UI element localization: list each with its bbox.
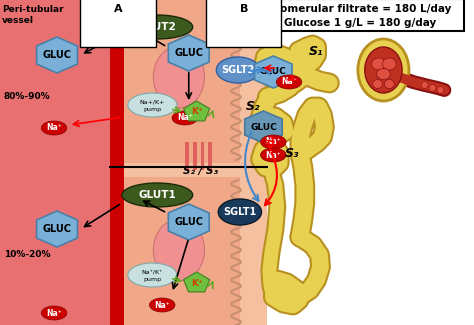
Text: GLUC: GLUC (43, 224, 72, 234)
Polygon shape (255, 56, 292, 88)
FancyBboxPatch shape (267, 0, 466, 325)
Text: Peri-tubular: Peri-tubular (2, 5, 64, 14)
Ellipse shape (276, 75, 302, 89)
Ellipse shape (154, 219, 204, 281)
Ellipse shape (384, 80, 394, 88)
Polygon shape (245, 111, 282, 143)
Ellipse shape (365, 47, 402, 93)
Text: GLUC: GLUC (250, 123, 277, 132)
Text: S₁: S₁ (309, 45, 323, 58)
Text: Glucose 1 g/L = 180 g/day: Glucose 1 g/L = 180 g/day (284, 18, 436, 28)
Ellipse shape (128, 93, 177, 117)
Ellipse shape (429, 84, 436, 92)
Polygon shape (168, 35, 209, 71)
Text: GLUC: GLUC (43, 50, 72, 60)
FancyBboxPatch shape (110, 0, 267, 325)
Ellipse shape (358, 39, 409, 101)
Text: Na⁺/K⁺: Na⁺/K⁺ (142, 269, 163, 275)
Polygon shape (168, 204, 209, 240)
Text: GLUT1: GLUT1 (138, 190, 176, 200)
Text: vessel: vessel (2, 16, 34, 25)
Text: pump: pump (143, 277, 162, 281)
Ellipse shape (154, 46, 204, 108)
Text: Na⁺: Na⁺ (265, 150, 281, 160)
Ellipse shape (372, 58, 385, 70)
Text: 80%-90%: 80%-90% (4, 92, 51, 101)
Text: pump: pump (143, 107, 162, 111)
Ellipse shape (149, 298, 175, 312)
Ellipse shape (41, 306, 67, 320)
Ellipse shape (421, 82, 428, 88)
Ellipse shape (128, 263, 177, 287)
Text: S₂ / S₃: S₂ / S₃ (183, 166, 218, 176)
Text: SGLT1: SGLT1 (223, 207, 256, 217)
FancyBboxPatch shape (201, 142, 204, 170)
Ellipse shape (122, 15, 193, 39)
Ellipse shape (218, 199, 262, 225)
Text: Na+/K+: Na+/K+ (140, 99, 165, 105)
Text: K⁺: K⁺ (191, 279, 202, 288)
Text: 10%-20%: 10%-20% (4, 250, 50, 259)
FancyBboxPatch shape (193, 142, 197, 170)
Polygon shape (183, 272, 210, 292)
Text: GLUC: GLUC (174, 217, 203, 227)
Text: S₁: S₁ (207, 5, 221, 18)
FancyBboxPatch shape (185, 142, 189, 170)
Ellipse shape (122, 183, 193, 207)
Polygon shape (36, 211, 77, 247)
Text: S₃: S₃ (285, 147, 300, 160)
Ellipse shape (373, 80, 383, 88)
Ellipse shape (41, 121, 67, 135)
Text: Glomerular filtrate = 180 L/day: Glomerular filtrate = 180 L/day (268, 4, 452, 14)
Text: Na⁺: Na⁺ (177, 113, 193, 123)
Polygon shape (36, 37, 77, 73)
Text: K⁺: K⁺ (191, 108, 202, 116)
Text: SGLT2: SGLT2 (221, 65, 255, 75)
Text: GLUC: GLUC (260, 68, 287, 76)
Text: GLUT2: GLUT2 (138, 22, 176, 32)
Polygon shape (183, 101, 210, 121)
Ellipse shape (261, 135, 286, 149)
FancyBboxPatch shape (124, 0, 240, 163)
FancyBboxPatch shape (0, 0, 110, 325)
Text: A: A (114, 4, 122, 14)
Ellipse shape (216, 57, 260, 83)
FancyBboxPatch shape (110, 0, 124, 325)
Text: Na⁺: Na⁺ (155, 301, 170, 309)
Ellipse shape (383, 58, 396, 70)
Ellipse shape (261, 148, 286, 162)
Text: B: B (240, 4, 248, 14)
Text: GLUC: GLUC (174, 48, 203, 58)
FancyBboxPatch shape (255, 0, 464, 31)
FancyBboxPatch shape (124, 177, 240, 325)
Text: Na⁺: Na⁺ (46, 308, 62, 318)
Text: Na⁺: Na⁺ (265, 137, 281, 147)
Text: Na⁺: Na⁺ (281, 77, 297, 86)
Ellipse shape (172, 111, 198, 125)
Ellipse shape (437, 86, 444, 94)
Text: S₂: S₂ (246, 100, 260, 113)
Ellipse shape (376, 69, 390, 80)
Text: Na⁺: Na⁺ (46, 124, 62, 133)
FancyBboxPatch shape (209, 142, 212, 170)
